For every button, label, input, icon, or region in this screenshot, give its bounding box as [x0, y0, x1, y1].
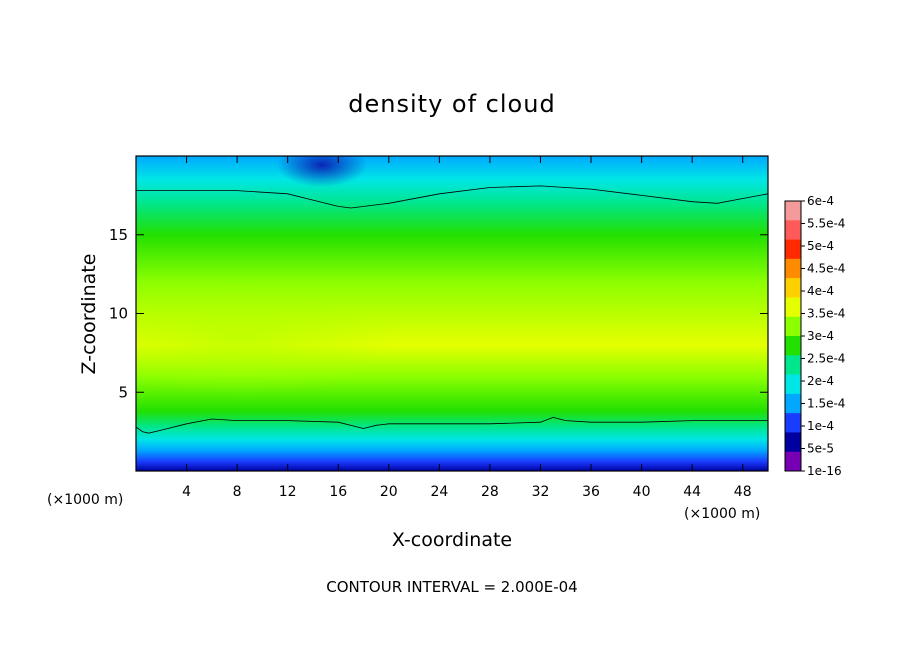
colorbar-label-9: 1.5e-4: [807, 397, 845, 411]
colorbar: 6e-4 5.5e-4 5e-4 4.5e-4 4e-4 3.5e-4 3e-4 2.5e-4…: [784, 194, 845, 478]
y-tick-label-10: 10: [109, 305, 128, 323]
x-tick-label-44: 44: [683, 484, 701, 500]
colorbar-swatch-1: [785, 220, 801, 240]
colorbar-swatch-7: [785, 336, 801, 356]
colorbar-label-7: 2.5e-4: [807, 352, 845, 366]
colorbar-label-8: 2e-4: [807, 374, 834, 388]
colorbar-label-2: 5e-4: [807, 239, 834, 253]
colorbar-label-6: 3e-4: [807, 329, 834, 343]
x-unit-left: (×1000 m): [47, 492, 123, 508]
x-axis-label: X-coordinate: [392, 529, 512, 551]
plot-area: [136, 156, 768, 471]
contour-interval-note: CONTOUR INTERVAL = 2.000E-04: [326, 578, 577, 596]
colorbar-label-12: 1e-16: [807, 464, 842, 478]
colorbar-label-0: 6e-4: [807, 194, 834, 208]
top-low-density-region: [277, 156, 367, 187]
colorbar-swatch-2: [785, 239, 801, 260]
colorbar-swatch-12: [785, 432, 801, 453]
x-axis: 4 8 12 16 20 24 28 32 36 40 44 48: [182, 156, 752, 500]
colorbar-label-3: 4.5e-4: [807, 262, 845, 276]
x-tick-label-20: 20: [380, 484, 398, 500]
colorbar-label-5: 3.5e-4: [807, 307, 845, 321]
x-tick-label-40: 40: [633, 484, 651, 500]
y-axis: 5 10 15: [109, 226, 768, 401]
x-tick-label-4: 4: [182, 484, 191, 500]
contour-line-lower: [136, 416, 768, 434]
x-tick-label-24: 24: [430, 484, 448, 500]
colorbar-swatch-11: [785, 413, 801, 433]
colorbar-label-4: 4e-4: [807, 284, 834, 298]
density-maximum-region: [136, 285, 400, 395]
y-tick-label-5: 5: [118, 383, 128, 401]
colorbar-label-1: 5.5e-4: [807, 217, 845, 231]
x-tick-label-32: 32: [532, 484, 550, 500]
colorbar-swatch-3: [785, 258, 801, 279]
x-tick-label-12: 12: [279, 484, 297, 500]
colorbar-label-10: 1e-4: [807, 419, 834, 433]
x-unit-right: (×1000 m): [684, 506, 760, 522]
y-axis-label: Z-coordinate: [78, 254, 100, 375]
x-tick-label-16: 16: [329, 484, 347, 500]
colorbar-swatch-5: [785, 297, 801, 318]
colorbar-swatch-8: [785, 355, 801, 375]
x-tick-label-48: 48: [734, 484, 752, 500]
x-tick-label-8: 8: [233, 484, 242, 500]
colorbar-swatch-4: [785, 278, 801, 298]
x-tick-label-28: 28: [481, 484, 499, 500]
colorbar-swatch-6: [785, 316, 801, 337]
colorbar-swatch-0: [785, 201, 801, 221]
x-tick-label-36: 36: [582, 484, 600, 500]
colorbar-swatch-13: [785, 451, 801, 472]
colorbar-label-11: 5e-5: [807, 442, 834, 456]
contour-line-upper: [136, 185, 768, 209]
colorbar-swatch-10: [785, 393, 801, 414]
colorbar-swatch-9: [785, 374, 801, 395]
y-tick-label-15: 15: [109, 226, 128, 244]
chart-title: density of cloud: [348, 90, 555, 118]
